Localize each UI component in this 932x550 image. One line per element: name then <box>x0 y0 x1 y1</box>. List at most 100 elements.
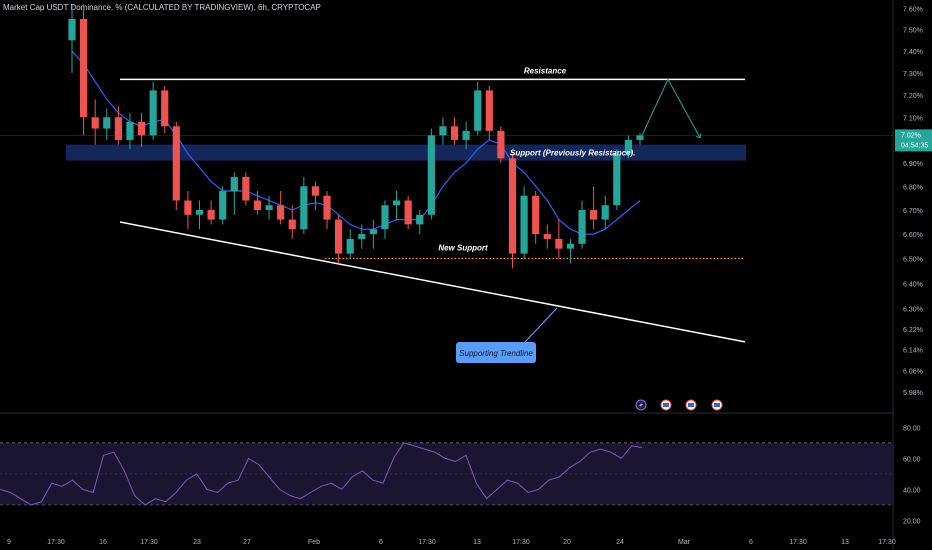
candle-body <box>543 234 551 239</box>
candle-33 <box>450 117 459 145</box>
candle-11 <box>195 200 204 230</box>
price-tick-label: 6.60% <box>903 232 923 239</box>
candle-44 <box>578 200 586 249</box>
candle-body <box>485 90 493 131</box>
time-tick-label: 17:30 <box>789 539 807 546</box>
rsi-tick-label: 80.00 <box>903 425 921 432</box>
time-tick-label: 6 <box>749 539 753 546</box>
candle-body <box>103 117 111 129</box>
time-tick-label: Feb <box>308 539 320 546</box>
price-tick-label: 7.50% <box>903 28 923 35</box>
candle-body <box>207 210 215 220</box>
candle-body <box>439 126 447 136</box>
candle-13 <box>219 186 227 225</box>
candle-body <box>555 238 563 249</box>
candle-12 <box>207 200 215 225</box>
time-tick-label: 6 <box>379 539 383 546</box>
candle-body <box>450 126 459 140</box>
time-tick-label: 9 <box>7 539 11 546</box>
candle-48 <box>624 135 633 159</box>
candle-body <box>416 214 424 225</box>
candle-body <box>613 153 621 206</box>
candle-7 <box>149 81 157 140</box>
candle-body <box>300 186 308 230</box>
candle-body <box>497 130 505 159</box>
price-tick-label: 7.40% <box>903 49 923 56</box>
candle-20 <box>300 176 308 235</box>
time-tick-label: 17:30 <box>878 539 896 546</box>
candle-39 <box>520 186 528 259</box>
support-zone-label: Support (Previously Resistance). <box>510 149 635 158</box>
price-tick-label: 7.30% <box>903 71 923 78</box>
candle-body <box>381 205 389 230</box>
time-tick-label: 17:30 <box>47 539 65 546</box>
candle-body <box>462 130 470 140</box>
price-tick-label: 6.14% <box>903 348 923 355</box>
price-tick-label: 6.50% <box>903 256 923 263</box>
flag-icon <box>660 399 672 411</box>
price-tick-label: 6.80% <box>903 184 923 191</box>
candle-46 <box>601 195 609 230</box>
candle-body <box>265 205 273 211</box>
candle-24 <box>346 229 354 259</box>
candle-body <box>508 158 517 254</box>
candle-body <box>161 90 169 127</box>
callout-label: Supporting Trendline <box>459 349 533 358</box>
time-tick-label: 17:30 <box>418 539 436 546</box>
candle-body <box>184 200 192 215</box>
candle-body <box>624 139 633 154</box>
candle-14 <box>230 172 238 215</box>
time-tick-label: 27 <box>243 539 251 546</box>
support-zone <box>66 144 746 161</box>
candle-0 <box>68 4 76 73</box>
lightning-icon <box>635 399 647 411</box>
candle-body <box>566 243 575 249</box>
candle-body <box>230 176 238 192</box>
time-tick-label: 17:30 <box>140 539 158 546</box>
price-tick-label: 6.30% <box>903 306 923 313</box>
callout-box <box>456 342 536 363</box>
new-support-label: New Support <box>438 243 488 252</box>
candle-26 <box>369 219 377 249</box>
candle-body <box>242 176 250 201</box>
time-tick-label: 17:30 <box>512 539 530 546</box>
candle-38 <box>508 153 517 269</box>
candle-19 <box>288 205 296 239</box>
candle-4 <box>114 106 122 145</box>
time-tick-label: 13 <box>473 539 481 546</box>
candle-body <box>253 200 262 211</box>
rsi-tick-label: 40.00 <box>903 487 921 494</box>
current-price-badge: 7.02% 04:54:35 <box>895 129 932 152</box>
candle-body <box>126 121 134 140</box>
candle-body <box>392 200 401 206</box>
candle-43 <box>566 238 575 264</box>
candle-8 <box>161 86 169 134</box>
flag-icon <box>711 399 723 411</box>
candle-2 <box>91 99 99 145</box>
price-tick-label: 6.90% <box>903 161 923 168</box>
candle-47 <box>613 149 621 211</box>
candle-body <box>369 229 377 235</box>
price-tick-label: 7.10% <box>903 115 923 122</box>
time-tick-label: 16 <box>99 539 107 546</box>
candle-28 <box>392 191 401 220</box>
candle-5 <box>126 112 134 150</box>
candle-body <box>91 117 99 129</box>
candle-6 <box>137 112 146 147</box>
price-tick-label: 5.98% <box>903 390 923 397</box>
candle-22 <box>323 191 331 230</box>
callout-pointer <box>524 307 558 343</box>
candle-body <box>404 200 412 225</box>
candle-body <box>474 90 482 131</box>
price-badge-countdown: 04:54:35 <box>901 142 928 149</box>
price-badge-value: 7.02% <box>901 132 921 139</box>
candle-37 <box>497 126 505 163</box>
candle-body <box>358 234 366 239</box>
candle-3 <box>103 108 111 140</box>
candle-body <box>137 121 146 136</box>
flag-icon <box>685 399 697 411</box>
candle-body <box>636 135 644 140</box>
price-tick-label: 6.40% <box>903 281 923 288</box>
